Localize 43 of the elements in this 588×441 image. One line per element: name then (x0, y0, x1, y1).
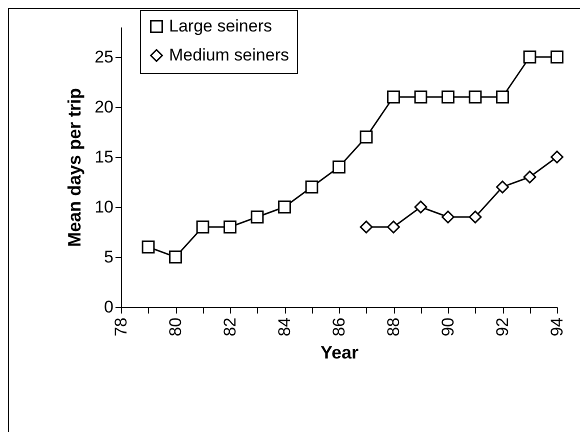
y-axis-title: Mean days per trip (64, 88, 85, 248)
y-tick-label: 15 (94, 148, 114, 166)
point (496, 180, 509, 194)
point (468, 210, 482, 224)
point (442, 90, 454, 104)
x-tick-label: 88 (384, 318, 403, 336)
point (523, 50, 536, 64)
point (332, 160, 346, 174)
y-tick-label: 20 (94, 98, 114, 116)
y-tick-label: 10 (94, 198, 114, 216)
point (550, 50, 564, 64)
point (224, 220, 236, 234)
x-tick-label: 82 (220, 318, 240, 336)
x-tick-label: 84 (275, 318, 294, 336)
point (278, 200, 291, 214)
point (442, 210, 454, 224)
x-tick-label: 90 (438, 318, 458, 336)
x-tick-label: 80 (166, 318, 185, 336)
y-tick-label: 0 (104, 298, 114, 316)
point (250, 210, 264, 224)
point (196, 220, 210, 234)
point (169, 250, 182, 264)
point (387, 90, 400, 104)
legend-label: Medium seiners (169, 46, 289, 64)
point (414, 200, 428, 214)
y-tick-label: 25 (94, 48, 114, 66)
legend-label: Large seiners (169, 16, 272, 36)
x-tick-label: 92 (493, 318, 512, 336)
point (360, 220, 373, 234)
y-tick-label: 5 (104, 248, 114, 266)
point (523, 170, 536, 184)
point (387, 220, 400, 234)
x-tick-label: 86 (330, 318, 348, 336)
point (496, 90, 509, 104)
point (142, 240, 155, 254)
point (414, 90, 428, 104)
x-tick-label: 78 (112, 318, 130, 336)
point (468, 90, 482, 104)
x-axis-title: Year (320, 342, 359, 362)
point (360, 130, 373, 144)
x-tick-label: 94 (548, 318, 566, 336)
point (305, 180, 318, 194)
point (550, 150, 564, 164)
